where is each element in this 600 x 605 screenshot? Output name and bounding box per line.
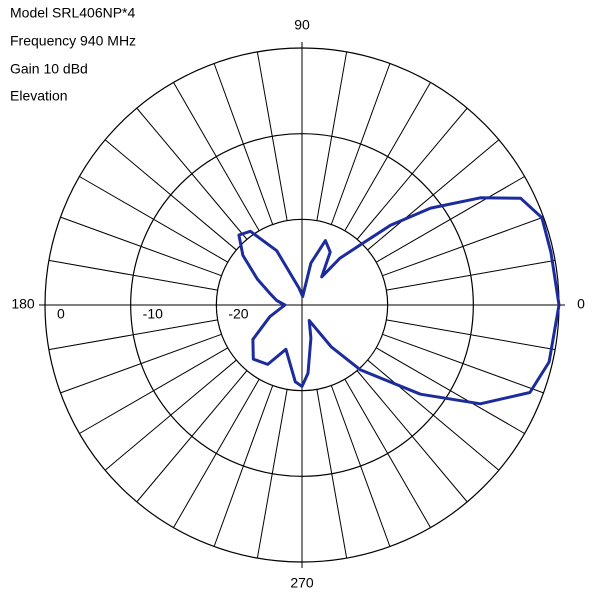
r-tick-label: -20 xyxy=(228,306,248,322)
info-line: Gain 10 dBd xyxy=(10,61,88,77)
r-tick-label: 0 xyxy=(57,306,65,322)
theta-tick-label: 180 xyxy=(11,296,35,312)
grid-ring xyxy=(130,133,474,477)
info-line: Frequency 940 MHz xyxy=(10,33,136,49)
grid-ring xyxy=(215,218,389,392)
theta-tick-label: 0 xyxy=(577,296,585,312)
info-line: Elevation xyxy=(10,88,68,104)
info-block: Model SRL406NP*4 Frequency 940 MHz Gain … xyxy=(10,5,136,104)
pattern-line xyxy=(237,196,561,406)
theta-tick-label: 270 xyxy=(290,575,314,591)
r-tick-label: -10 xyxy=(143,306,163,322)
theta-tick-label: 90 xyxy=(294,17,310,33)
info-line: Model SRL406NP*4 xyxy=(10,5,136,21)
